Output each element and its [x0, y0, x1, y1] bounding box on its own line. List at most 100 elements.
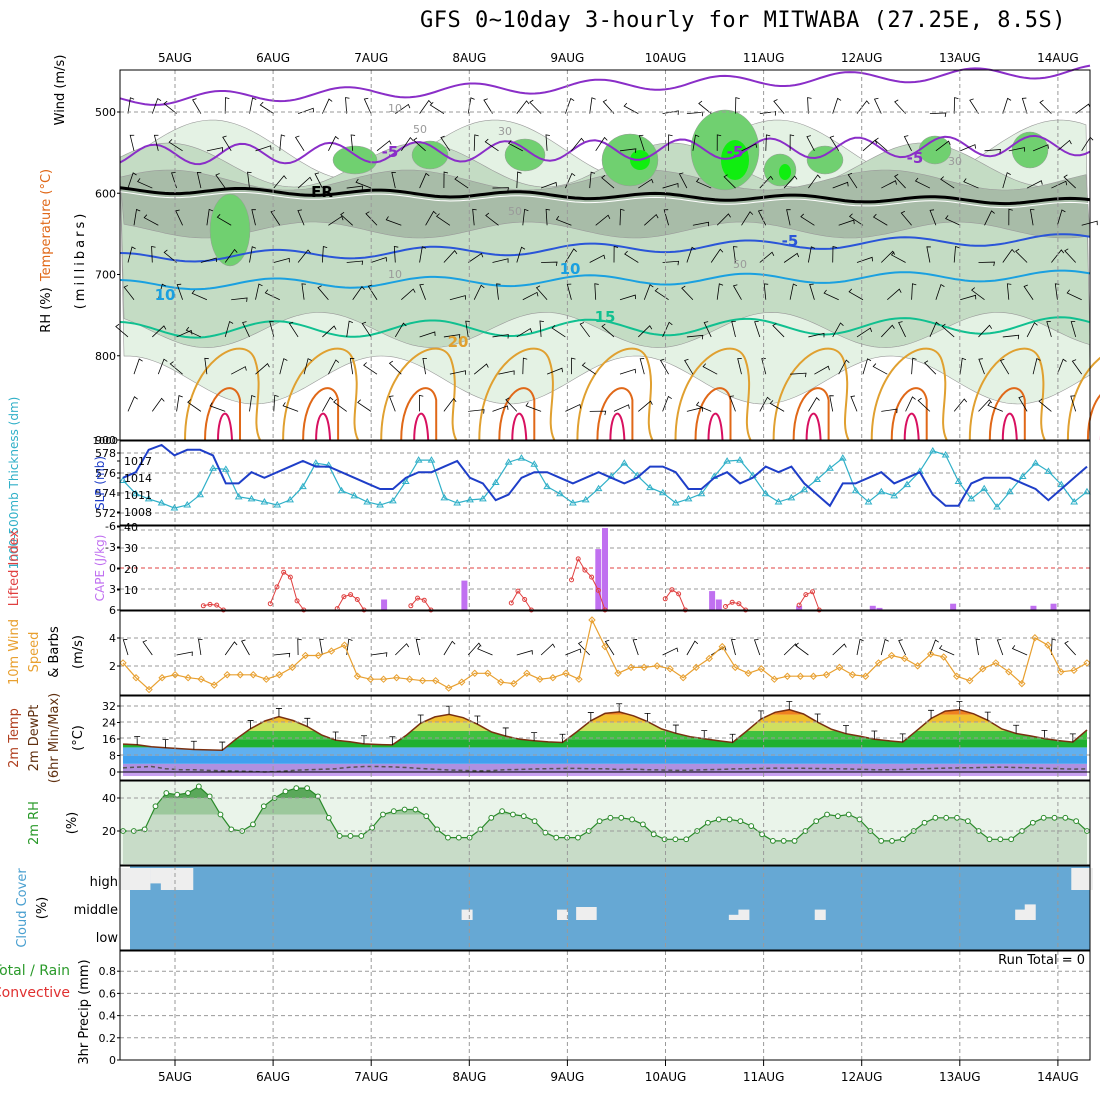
- ylabel-thickness: 1000-500mb Thickness (dm): [7, 397, 21, 570]
- slp-line: [122, 443, 1088, 508]
- slp-tick: 1017: [124, 455, 152, 468]
- wind-barb: [152, 325, 167, 338]
- wind-barb: [1071, 359, 1083, 375]
- wind10-point: [1018, 679, 1026, 688]
- upper-air-panel: [119, 64, 1100, 441]
- ylabel-cloud: Cloud Cover: [15, 868, 30, 948]
- rh-point: [878, 838, 885, 844]
- wind-barb: [1006, 283, 1012, 300]
- rh-point: [834, 813, 841, 820]
- wind-barb: [872, 363, 888, 375]
- wind-barb: [900, 210, 912, 226]
- wind-barb: [565, 403, 582, 412]
- wind-barb: [393, 246, 399, 263]
- rh-point: [889, 838, 895, 844]
- wind-barb: [357, 399, 372, 412]
- wind-barb: [473, 134, 479, 151]
- contour-label: 30: [498, 125, 512, 138]
- wind-barb: [196, 172, 202, 189]
- wind10-point: [640, 663, 648, 672]
- lifted-index-point: [341, 594, 347, 600]
- rh-point: [174, 791, 181, 798]
- rh-point: [845, 811, 852, 818]
- rh-point: [412, 806, 419, 813]
- wind-barb: [129, 134, 135, 151]
- thickness-point: [311, 459, 320, 466]
- temp-contour-25: [694, 387, 732, 441]
- wind10-point: [392, 674, 401, 682]
- wind10-point: [249, 671, 257, 679]
- temp-band: [123, 731, 1087, 740]
- wind-barb: [385, 216, 402, 226]
- temp-contour-30: [805, 412, 822, 441]
- li-tick: 6: [109, 604, 116, 617]
- wind10-point: [835, 663, 844, 672]
- wind10-barb: [794, 642, 809, 656]
- wind10-point: [861, 672, 870, 680]
- wind-barb: [735, 97, 740, 114]
- wind-barb: [759, 396, 771, 412]
- pressure-tick: 500: [95, 106, 116, 119]
- wind10-point: [1044, 641, 1052, 649]
- wind-barb: [872, 213, 888, 226]
- rh-point: [629, 816, 635, 823]
- ylabel-cloud-unit: (%): [35, 897, 50, 920]
- thickness-point: [903, 480, 911, 488]
- run-total-label: Run Total = 0: [998, 953, 1085, 968]
- wind10-point: [431, 676, 440, 685]
- thickness-point: [119, 476, 127, 484]
- wind-barb: [127, 97, 135, 114]
- wind-barb: [435, 213, 451, 226]
- wind-barb: [255, 283, 263, 300]
- thickness-point: [594, 484, 603, 492]
- wind-barb: [505, 397, 518, 412]
- wind-barb: [887, 288, 902, 301]
- contour-label: -5: [382, 143, 399, 161]
- temp-minmax-bar: [247, 720, 254, 729]
- wind-barb: [759, 111, 777, 116]
- wind-barb: [783, 175, 798, 189]
- date-label-top: 10AUG: [645, 51, 687, 65]
- wind10-point: [809, 672, 818, 680]
- wind-barb: [809, 283, 815, 300]
- wind-barb: [732, 284, 742, 300]
- thickness-point: [838, 454, 847, 461]
- wind-barb: [137, 178, 153, 189]
- lifted-index-point: [294, 598, 300, 604]
- lifted-index-point: [214, 602, 220, 608]
- contour-label: 10: [155, 286, 176, 304]
- wind-barb: [963, 178, 979, 189]
- ylabel-rh2m: 2m RH: [27, 801, 42, 845]
- rh-point: [737, 818, 744, 824]
- wind10-barb: [832, 643, 847, 656]
- contour-label: FR: [311, 183, 333, 201]
- thickness-point: [736, 456, 744, 463]
- wind-barb: [163, 100, 177, 114]
- wind-barb: [419, 172, 430, 189]
- rh-point: [390, 808, 397, 815]
- temp-minmax-bar: [275, 708, 282, 717]
- rh-point: [217, 811, 224, 818]
- lifted-index-line: [269, 571, 305, 611]
- thickness-point: [993, 503, 1001, 510]
- rh-point: [575, 834, 581, 841]
- thickness-point: [221, 465, 230, 472]
- lifted-index-point: [662, 596, 668, 602]
- wind-barb: [702, 363, 718, 375]
- wind-barb: [832, 97, 842, 114]
- cloud-level-label: low: [96, 931, 119, 946]
- wind-barb: [662, 260, 680, 266]
- wind10-point: [979, 665, 987, 673]
- pressure-tick: 800: [95, 350, 116, 363]
- temp-band: [123, 739, 1087, 748]
- wind10-barb: [632, 639, 639, 656]
- wind-barb: [881, 250, 896, 263]
- wind10-point: [731, 663, 739, 672]
- wind-barb: [873, 97, 882, 114]
- cape-bar: [709, 591, 716, 610]
- wind-barb: [960, 144, 977, 152]
- wind10-barb: [415, 638, 421, 656]
- wind-barb: [185, 326, 202, 338]
- wind-barb: [259, 101, 275, 114]
- wind-barb: [565, 248, 577, 263]
